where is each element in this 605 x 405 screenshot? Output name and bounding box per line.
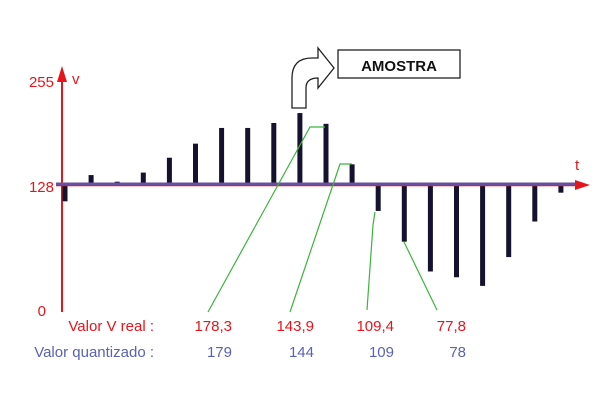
sample-bar: [271, 122, 277, 185]
sample-bar: [375, 185, 381, 211]
sample-bars: [62, 113, 564, 286]
sample-bar: [297, 113, 303, 185]
sample-bar: [401, 185, 407, 242]
x-axis-label: t: [575, 157, 580, 174]
y-axis-arrow-icon: [57, 66, 67, 82]
sample-bar: [88, 175, 94, 185]
leader-line-2: [289, 163, 352, 313]
quantized-value-1: 179: [207, 344, 232, 361]
real-value-label: Valor V real :: [68, 318, 154, 335]
sample-bar: [219, 127, 225, 185]
real-value-4: 77,8: [437, 318, 466, 335]
time-axis-arrow-icon: [575, 180, 590, 190]
tick-0: 0: [38, 303, 46, 320]
sample-bar: [62, 185, 68, 202]
sample-bar: [532, 185, 538, 222]
tick-128: 128: [29, 179, 54, 196]
curved-arrow-icon: [291, 46, 335, 109]
sample-box: [337, 49, 461, 79]
sample-bar: [454, 185, 459, 278]
sample-bar: [349, 164, 355, 185]
real-value-1: 178,3: [194, 318, 232, 335]
leader-line-4: [403, 241, 438, 311]
leader-line-1: [207, 126, 325, 313]
sample-bar: [245, 127, 251, 185]
quantized-value-3: 109: [369, 344, 394, 361]
sample-bar: [323, 123, 329, 185]
y-axis-label: v: [72, 71, 80, 88]
real-value-2: 143,9: [276, 318, 314, 335]
sample-bar: [427, 185, 433, 272]
sample-bar: [166, 157, 172, 185]
quantized-value-4: 78: [449, 344, 466, 361]
tick-255: 255: [29, 74, 54, 91]
sample-bar: [140, 172, 146, 185]
leader-lines: [207, 126, 438, 313]
sample-bar: [506, 185, 512, 258]
quantized-value-label: Valor quantizado :: [34, 344, 154, 361]
quantized-value-2: 144: [289, 344, 314, 361]
leader-line-3: [366, 211, 376, 311]
sample-bar: [193, 143, 198, 185]
sample-bar: [558, 185, 564, 193]
sample-bar: [480, 185, 486, 286]
sample-box-label: AMOSTRA: [361, 58, 437, 75]
real-value-3: 109,4: [356, 318, 394, 335]
